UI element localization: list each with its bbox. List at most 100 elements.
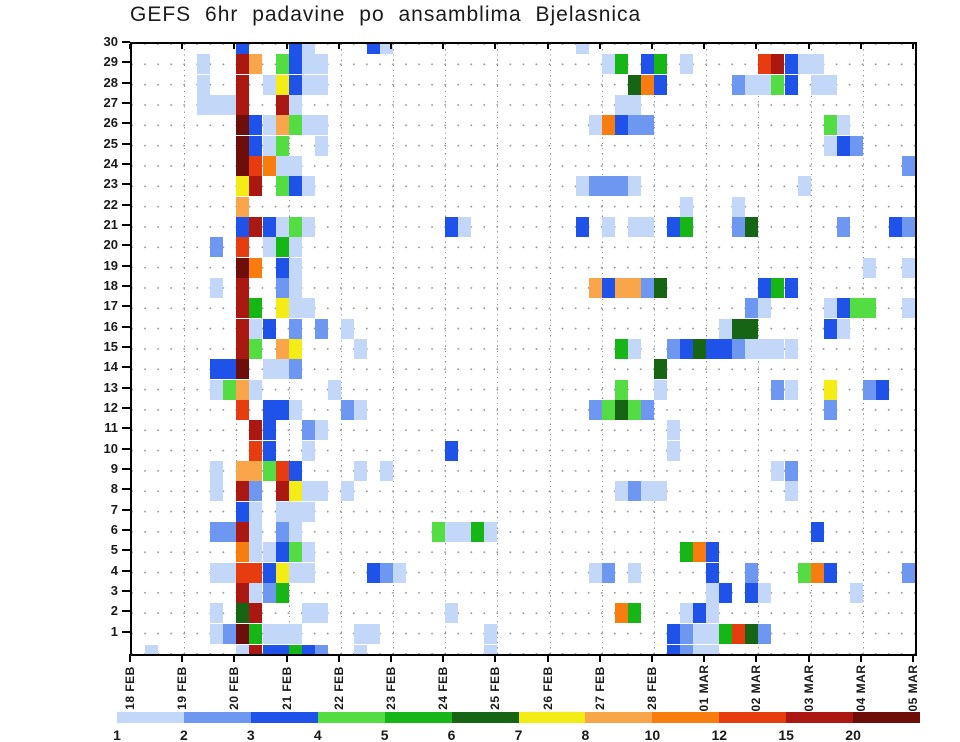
heatmap-cell (288, 176, 302, 197)
legend-color-segment (250, 712, 318, 723)
heatmap-cell (262, 115, 276, 136)
heatmap-cell (236, 501, 250, 522)
heatmap-cell (640, 74, 654, 95)
heatmap-cell (654, 481, 668, 502)
heatmap-cell (210, 481, 224, 502)
heatmap-cell (314, 74, 328, 95)
y-tick (122, 529, 130, 531)
heatmap-cell (771, 460, 785, 482)
legend-tick-label: 5 (380, 727, 389, 742)
heatmap-cell (314, 645, 328, 654)
heatmap-cell (249, 135, 263, 156)
heatmap-cell (249, 562, 263, 583)
heatmap-cell (236, 44, 250, 55)
x-tick-top (494, 44, 497, 49)
heatmap-cell (301, 542, 315, 563)
heatmap-cell (693, 623, 707, 644)
y-tick (122, 630, 130, 633)
heatmap-cell (301, 440, 315, 461)
heatmap-cell (275, 135, 289, 156)
x-tick-label: 28 FEB (645, 666, 659, 710)
heatmap-cell (236, 460, 250, 482)
y-tick (122, 102, 130, 104)
heatmap-cell (627, 115, 641, 136)
legend-tick-label: 20 (845, 727, 861, 742)
heatmap-cell (288, 562, 302, 583)
heatmap-cell (745, 562, 759, 583)
legend-colorbar (117, 712, 921, 723)
heatmap-cell (732, 74, 746, 95)
x-tick-top (703, 44, 706, 49)
heatmap-cell (249, 460, 263, 482)
heatmap-cell (288, 501, 302, 522)
heatmap-cell (210, 623, 224, 644)
heatmap-cell (745, 216, 759, 238)
heatmap-cell (627, 74, 641, 95)
y-tick (122, 549, 130, 552)
heatmap-cell (210, 521, 224, 543)
heatmap-cell (484, 521, 498, 543)
heatmap-cell (327, 379, 341, 400)
heatmap-cell (745, 318, 759, 339)
legend-color-segment (719, 712, 787, 723)
heatmap-cell (445, 216, 459, 238)
heatmap-cell (706, 562, 720, 583)
heatmap-cell (758, 74, 772, 95)
heatmap-cell (236, 257, 250, 278)
heatmap-cell (249, 155, 263, 177)
x-tick-top (651, 44, 653, 49)
y-tick-label: 5 (110, 542, 118, 558)
heatmap-cell (275, 54, 289, 75)
y-tick (122, 203, 130, 206)
heatmap-cell (262, 318, 276, 339)
heatmap-cell (249, 176, 263, 197)
x-tick-top (233, 44, 236, 49)
heatmap-cell (627, 94, 641, 116)
legend-color-segment (786, 712, 854, 723)
heatmap-cell (223, 521, 237, 543)
heatmap-cell (627, 216, 641, 238)
heatmap-cell (758, 623, 772, 644)
heatmap-cell (249, 645, 263, 654)
heatmap-cell (745, 298, 759, 319)
x-tick (442, 654, 445, 662)
y-tick-label: 17 (103, 298, 118, 314)
heatmap-cell (275, 298, 289, 319)
heatmap-cell (249, 420, 263, 441)
heatmap-cell (249, 603, 263, 624)
heatmap-cell (836, 115, 850, 136)
x-tick-label: 24 FEB (436, 666, 451, 710)
legend-color-segment (384, 712, 452, 723)
heatmap-cell (249, 338, 263, 360)
heatmap-cell (810, 54, 824, 75)
x-tick (912, 654, 914, 662)
x-tick (390, 654, 392, 662)
heatmap-cell (614, 94, 628, 116)
heatmap-cell (275, 338, 289, 360)
heatmap-cell (301, 44, 315, 55)
x-tick (337, 654, 340, 662)
heatmap-cell (275, 399, 289, 421)
heatmap-cell (288, 399, 302, 421)
heatmap-cell (823, 399, 837, 421)
heatmap-cell (353, 623, 367, 644)
heatmap-cell (301, 603, 315, 624)
heatmap-cell (249, 582, 263, 604)
y-tick (122, 508, 130, 511)
y-tick-label: 26 (103, 115, 118, 131)
heatmap-cell (249, 521, 263, 543)
heatmap-cell (301, 481, 315, 502)
heatmap-cell (654, 379, 668, 400)
heatmap-cell (849, 582, 863, 604)
heatmap-cell (771, 54, 785, 75)
heatmap-cell (236, 115, 250, 136)
y-tick-label: 12 (103, 400, 118, 415)
legend-tick-label: 1 (113, 727, 121, 742)
heatmap-cell (262, 237, 276, 258)
heatmap-cell (640, 399, 654, 421)
heatmap-cell (784, 379, 798, 400)
heatmap-cell (288, 94, 302, 116)
heatmap-cell (654, 54, 668, 75)
y-tick (122, 61, 130, 64)
y-tick (122, 285, 130, 287)
